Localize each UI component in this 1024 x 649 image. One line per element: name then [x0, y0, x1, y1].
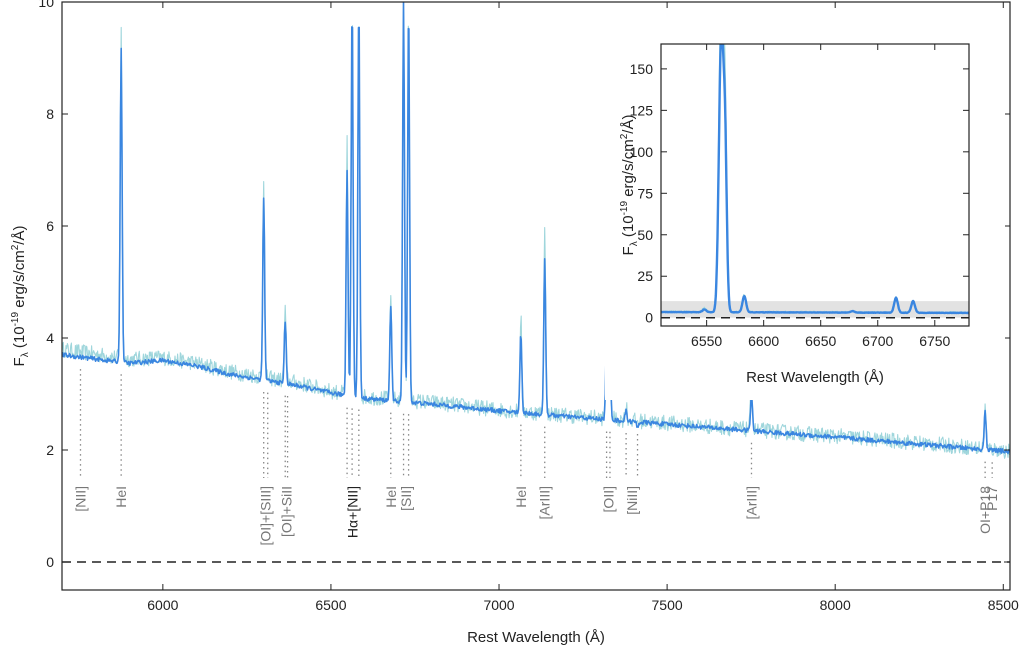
inset-backdrop: [605, 30, 1005, 400]
line-marker-1: HeI: [113, 374, 129, 508]
y-tick-label: 8: [46, 106, 54, 122]
line-marker-6: [SII]: [398, 413, 414, 511]
y-axis-title: Fλ (10-19 erg/s/cm2/Å): [10, 226, 31, 367]
series-group: [62, 2, 1010, 459]
x-tick-label: 6600: [748, 333, 779, 349]
line-marker-label: [OI]+[SIII]: [258, 486, 274, 546]
line-marker-label: [SII]: [398, 486, 414, 511]
line-marker-label: OI+P18: [977, 486, 993, 534]
line-marker-13: P17: [984, 462, 1000, 511]
x-tick-label: 7000: [483, 597, 514, 613]
line-marker-label: [ArIII]: [537, 486, 553, 519]
y-tick-label: 0: [645, 310, 653, 326]
line-marker-label: HeI: [113, 486, 129, 508]
y-tick-label: 75: [637, 185, 653, 201]
line-marker-0: [NII]: [72, 369, 88, 512]
line-marker-5: HeI: [383, 412, 399, 508]
x-tick-label: 6750: [919, 333, 950, 349]
line-marker-label: HeI: [513, 486, 529, 508]
x-axis-title: Rest Wavelength (Å): [746, 369, 884, 386]
line-marker-label: Hα+[NII]: [345, 486, 361, 538]
y-tick-label: 100: [630, 144, 654, 160]
line-marker-7: HeI: [513, 424, 529, 508]
line-marker-4: Hα+[NII]: [345, 407, 361, 538]
y-tick-label: 50: [637, 227, 653, 243]
y-tick-label: 6: [46, 218, 54, 234]
main-spectrum-panel: [NII] HeI [OI]+[SIII] [OI]+SiII Hα+[NII] HeI[…: [10, 0, 1019, 646]
y-axis-title: Fλ (10-19 erg/s/cm2/Å): [619, 115, 640, 256]
line-marker-11: [ArIII]: [743, 442, 759, 519]
line-marker-9: [OII]: [600, 431, 616, 512]
x-tick-label: 6700: [862, 333, 893, 349]
line-marker-12: OI+P18: [977, 461, 993, 534]
x-tick-label: 7500: [652, 597, 683, 613]
y-tick-label: 0: [46, 554, 54, 570]
y-tick-label: 4: [46, 330, 54, 346]
observed-spectrum-line: [62, 7, 1010, 459]
x-tick-label: 8000: [820, 597, 851, 613]
line-marker-label: [OI]+SiII: [278, 486, 294, 537]
line-marker-3: [OI]+SiII: [278, 395, 294, 537]
model-spectrum-line: [62, 2, 1010, 455]
line-marker-10: [NiII]: [624, 433, 640, 515]
x-tick-label: 6500: [315, 597, 346, 613]
line-marker-label: [ArIII]: [743, 486, 759, 519]
series-group: [661, 44, 969, 315]
y-tick-label: 25: [637, 268, 653, 284]
line-marker-2: [OI]+[SIII]: [258, 392, 274, 546]
inset-halpha-panel: 6550 6600 6650 6700 6750 0 25 50 75 100 125 150 Rest…: [605, 30, 1005, 400]
x-tick-label: 6000: [147, 597, 178, 613]
line-marker-label: [OII]: [600, 486, 616, 512]
plot-frame: [61, 1, 1011, 591]
line-marker-8: [ArIII]: [537, 426, 553, 519]
x-axis-title: Rest Wavelength (Å): [467, 629, 605, 646]
y-tick-label: 2: [46, 442, 54, 458]
noise-band: [661, 301, 969, 318]
line-marker-label: HeI: [383, 486, 399, 508]
y-tick-label: 10: [38, 0, 54, 10]
x-tick-label: 6650: [805, 333, 836, 349]
line-marker-label: [NII]: [72, 486, 88, 512]
model-spectrum-line: [661, 44, 969, 315]
y-tick-label: 150: [630, 61, 654, 77]
x-tick-label: 8500: [988, 597, 1019, 613]
y-tick-label: 125: [630, 102, 654, 118]
plot-frame: [660, 43, 970, 327]
x-tick-label: 6550: [691, 333, 722, 349]
line-marker-label: P17: [984, 486, 1000, 511]
line-marker-label: [NiII]: [624, 486, 640, 515]
